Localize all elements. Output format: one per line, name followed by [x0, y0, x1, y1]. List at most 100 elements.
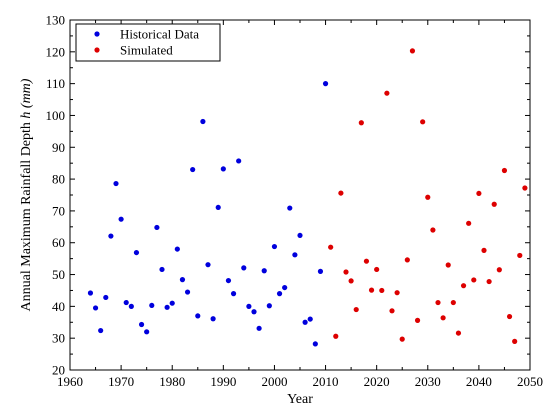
- point-simulated: [348, 278, 354, 284]
- y-tick-label: 20: [52, 363, 65, 378]
- point-simulated: [496, 267, 502, 273]
- data-points: [87, 48, 528, 347]
- point-simulated: [374, 266, 380, 273]
- point-historical: [287, 205, 293, 211]
- point-simulated: [450, 299, 456, 306]
- x-tick-label: 1980: [159, 374, 185, 389]
- point-historical: [215, 204, 221, 211]
- point-historical: [225, 277, 232, 284]
- point-historical: [87, 290, 94, 296]
- point-historical: [297, 232, 303, 239]
- point-historical: [292, 252, 298, 258]
- point-simulated: [501, 167, 508, 174]
- point-simulated: [379, 287, 385, 294]
- point-simulated: [466, 220, 472, 226]
- point-historical: [236, 158, 242, 164]
- point-simulated: [430, 227, 436, 233]
- point-simulated: [471, 277, 477, 283]
- plot-area: [69, 19, 531, 371]
- point-historical: [144, 329, 150, 335]
- point-historical: [169, 300, 175, 306]
- point-historical: [246, 303, 252, 309]
- point-historical: [164, 304, 170, 310]
- y-tick-label: 130: [46, 13, 66, 28]
- point-historical: [307, 316, 313, 322]
- point-historical: [133, 249, 140, 256]
- x-tick-label: 2010: [313, 374, 339, 389]
- point-simulated: [409, 48, 416, 54]
- point-historical: [159, 266, 165, 273]
- point-historical: [108, 233, 114, 239]
- point-simulated: [404, 257, 410, 263]
- point-simulated: [358, 120, 364, 126]
- point-simulated: [522, 185, 528, 191]
- point-historical: [190, 166, 196, 173]
- point-historical: [118, 216, 124, 222]
- y-tick-label: 120: [46, 44, 66, 59]
- point-simulated: [353, 306, 359, 313]
- y-axis-title-variable: h: [19, 112, 34, 119]
- y-tick-label: 30: [52, 331, 65, 346]
- point-simulated: [363, 258, 370, 264]
- point-simulated: [414, 317, 421, 323]
- y-tick-label: 110: [46, 76, 65, 91]
- point-simulated: [440, 315, 446, 321]
- point-historical: [256, 325, 262, 331]
- point-historical: [92, 305, 99, 311]
- point-historical: [179, 277, 186, 283]
- point-historical: [276, 291, 283, 297]
- legend-marker-historical: [94, 31, 100, 37]
- point-historical: [317, 268, 324, 274]
- point-historical: [195, 313, 201, 319]
- point-simulated: [384, 90, 390, 96]
- legend-marker-simulated: [94, 47, 100, 53]
- point-historical: [138, 321, 145, 328]
- x-tick-label: 1970: [108, 374, 134, 389]
- point-historical: [149, 302, 155, 309]
- legend-box: [75, 23, 221, 62]
- point-simulated: [445, 262, 451, 268]
- point-historical: [210, 316, 216, 322]
- point-simulated: [425, 194, 431, 200]
- point-historical: [241, 265, 247, 271]
- point-historical: [98, 327, 104, 334]
- point-historical: [282, 284, 288, 291]
- axes: 1960 1970 1980 1990 2000 2010 2020 2030 2040 2050…: [46, 13, 544, 390]
- y-tick-label: 100: [46, 108, 66, 123]
- y-tick-label: 40: [52, 299, 65, 314]
- legend: Historical Data Simulated: [75, 23, 221, 62]
- point-historical: [154, 224, 160, 231]
- point-simulated: [476, 190, 482, 197]
- x-tick-label: 1990: [210, 374, 236, 389]
- y-tick-label: 80: [52, 172, 65, 187]
- point-historical: [230, 291, 237, 297]
- y-tick-label: 70: [52, 203, 65, 218]
- point-simulated: [328, 244, 334, 250]
- point-simulated: [420, 119, 426, 125]
- y-axis-title-unit: (mm): [19, 78, 34, 108]
- x-tick-label: 2050: [517, 374, 543, 389]
- point-historical: [220, 166, 226, 172]
- point-simulated: [343, 269, 349, 275]
- point-historical: [251, 309, 257, 315]
- point-historical: [113, 180, 119, 187]
- x-tick-label: 2040: [466, 374, 492, 389]
- point-simulated: [435, 299, 441, 306]
- point-historical: [200, 118, 206, 125]
- point-historical: [322, 81, 329, 87]
- x-tick-label: 2030: [415, 374, 441, 389]
- x-axis-title: Year: [287, 392, 313, 407]
- x-tick-label: 2020: [364, 374, 390, 389]
- point-simulated: [389, 308, 395, 314]
- point-simulated: [517, 252, 523, 259]
- x-tick-label: 2000: [261, 374, 287, 389]
- point-historical: [261, 268, 267, 274]
- point-simulated: [333, 333, 339, 339]
- point-simulated: [399, 336, 405, 342]
- point-historical: [103, 294, 109, 301]
- point-simulated: [481, 247, 487, 253]
- point-simulated: [512, 338, 518, 344]
- y-tick-label: 60: [52, 235, 65, 250]
- point-historical: [174, 246, 180, 252]
- point-simulated: [394, 290, 400, 296]
